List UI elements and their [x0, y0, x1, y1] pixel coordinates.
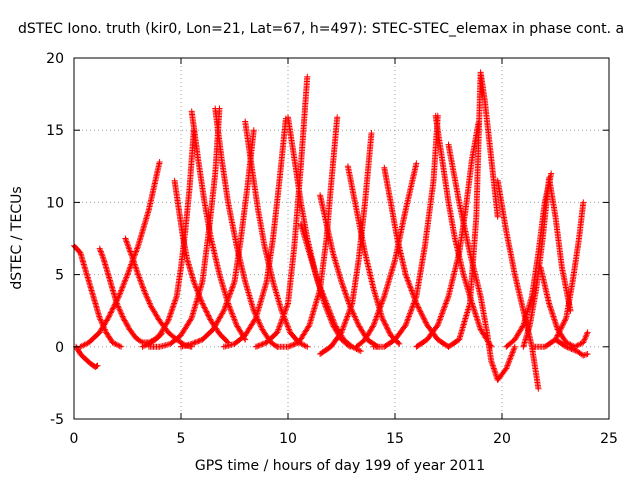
- plus-markers: [445, 69, 501, 350]
- data-arc: [520, 174, 574, 350]
- plus-markers: [77, 159, 163, 350]
- plus-markers: [537, 264, 591, 350]
- x-tick-label: 15: [386, 431, 404, 447]
- y-tick-labels: -5 0 5 10 15 20: [46, 51, 64, 428]
- data-arc: [122, 235, 195, 350]
- x-tick-label: 25: [600, 431, 618, 447]
- plus-markers: [220, 115, 289, 350]
- data-points: [71, 69, 591, 392]
- plus-markers: [252, 73, 311, 350]
- plus-markers: [297, 221, 364, 355]
- data-arc: [317, 130, 375, 357]
- grid-lines: [74, 58, 609, 419]
- plus-markers: [242, 118, 311, 350]
- y-tick-label: 20: [46, 51, 64, 67]
- data-arc: [73, 343, 101, 370]
- data-arc: [531, 199, 587, 350]
- y-tick-label: 10: [46, 195, 64, 211]
- x-tick-labels: 0 5 10 15 20 25: [70, 431, 618, 447]
- data-arc: [139, 127, 197, 350]
- plus-markers: [520, 174, 574, 350]
- data-arc: [220, 115, 289, 350]
- data-arc: [552, 336, 591, 359]
- x-tick-label: 0: [70, 431, 79, 447]
- y-tick-label: 0: [55, 340, 64, 356]
- data-arc: [242, 118, 311, 350]
- plus-markers: [122, 235, 195, 350]
- y-tick-label: 15: [46, 123, 64, 139]
- y-tick-label: -5: [50, 412, 64, 428]
- x-tick-label: 5: [177, 431, 186, 447]
- chart-title: dSTEC Iono. truth (kir0, Lon=21, Lat=67,…: [18, 21, 624, 37]
- data-arc: [252, 73, 311, 350]
- plus-markers: [188, 108, 249, 343]
- data-arc: [537, 264, 591, 350]
- plot-frame: [73, 57, 610, 420]
- x-tick-label: 10: [279, 431, 297, 447]
- data-arc: [77, 159, 163, 350]
- data-arc: [445, 69, 501, 350]
- x-tick-label: 20: [493, 431, 511, 447]
- plus-markers: [212, 105, 281, 350]
- x-axis-label: GPS time / hours of day 199 of year 2011: [195, 458, 485, 474]
- plus-markers: [73, 343, 101, 370]
- plus-markers: [317, 130, 375, 357]
- data-arc: [297, 221, 364, 355]
- plus-markers: [531, 199, 587, 350]
- data-arc: [188, 108, 249, 343]
- y-axis-label: dSTEC / TECUs: [9, 186, 25, 289]
- y-tick-label: 5: [55, 268, 64, 284]
- plus-markers: [552, 336, 591, 359]
- plus-markers: [370, 112, 441, 350]
- axis-ticks: [73, 57, 610, 420]
- data-arc: [212, 105, 281, 350]
- plus-markers: [139, 127, 197, 350]
- data-arc: [370, 112, 441, 350]
